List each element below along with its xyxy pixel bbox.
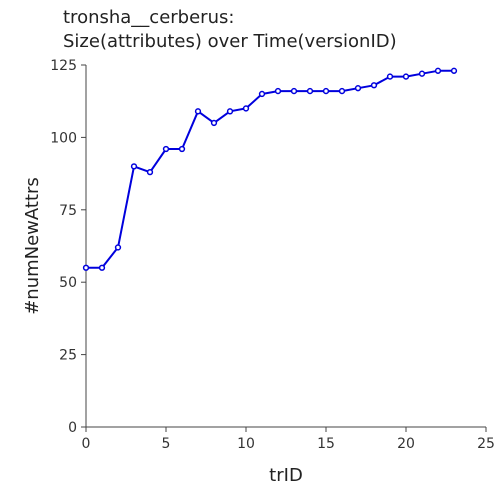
x-tick-label: 20 <box>397 436 415 452</box>
data-point <box>418 70 426 77</box>
y-tick-label: 0 <box>68 420 77 436</box>
y-axis-label: #numNewAttrs <box>22 177 43 315</box>
chart-title-line-1: tronsha__cerberus: <box>63 7 235 28</box>
data-point <box>274 87 282 95</box>
data-point <box>162 145 170 153</box>
x-axis-label: trID <box>269 465 303 486</box>
y-tick-label: 50 <box>59 275 77 291</box>
data-point <box>306 87 314 95</box>
data-point <box>130 163 138 170</box>
y-tick-label: 100 <box>50 130 77 146</box>
data-point <box>354 85 362 92</box>
data-point <box>226 108 234 115</box>
series-line <box>86 69 454 269</box>
data-point <box>450 67 458 74</box>
x-tick-label: 10 <box>237 436 255 452</box>
data-point <box>210 119 218 127</box>
data-point <box>114 244 122 251</box>
y-tick-label: 25 <box>59 348 77 364</box>
data-point <box>290 87 298 95</box>
axes <box>85 65 486 428</box>
data-point <box>242 105 250 112</box>
y-tick-label: 75 <box>59 203 77 219</box>
x-tick-label: 25 <box>477 436 495 452</box>
data-point <box>434 67 442 74</box>
x-tick-label: 15 <box>317 436 335 452</box>
data-point <box>322 87 330 95</box>
data-point <box>146 169 154 176</box>
data-point <box>258 90 266 98</box>
data-point <box>370 82 378 89</box>
chart-title: tronsha__cerberus: Size(attributes) over… <box>63 6 397 54</box>
data-point <box>98 264 106 271</box>
series-layer <box>82 67 458 271</box>
y-tick-label: 125 <box>50 58 77 74</box>
data-point <box>338 87 346 95</box>
ticks: 0 25 50 75 100 125 0 5 10 15 20 25 <box>50 58 495 452</box>
data-point <box>402 73 410 80</box>
x-tick-label: 0 <box>82 436 91 452</box>
data-point <box>178 145 186 153</box>
data-point <box>82 264 90 271</box>
x-tick-label: 5 <box>162 436 171 452</box>
data-point <box>386 73 394 80</box>
data-point <box>194 108 202 115</box>
chart-title-line-2: Size(attributes) over Time(versionID) <box>63 31 397 52</box>
